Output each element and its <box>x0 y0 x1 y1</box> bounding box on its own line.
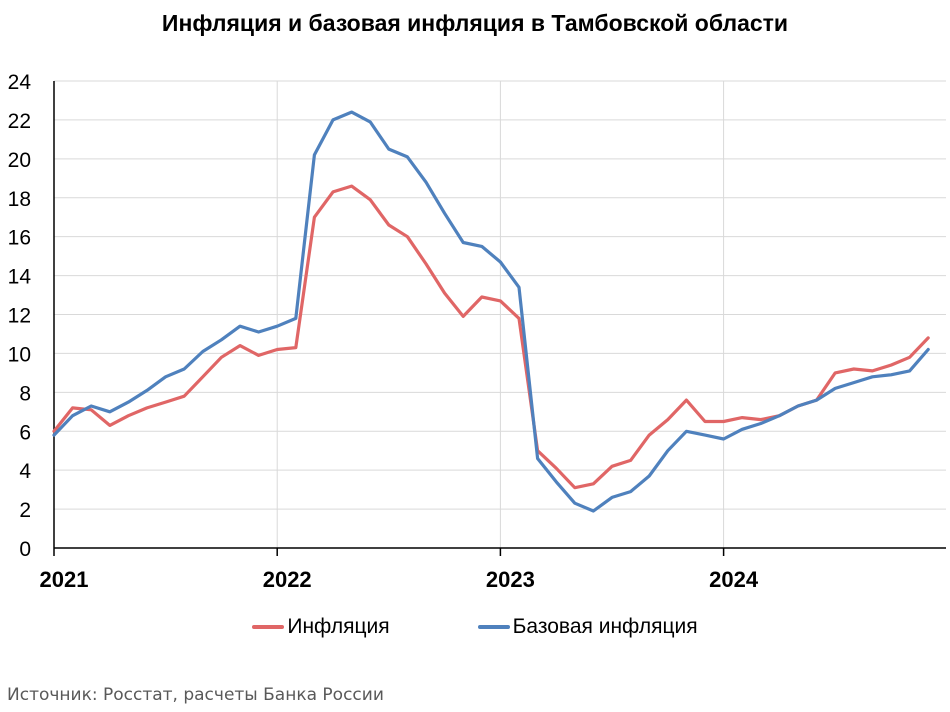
axes <box>53 81 946 549</box>
y-tick-label: 22 <box>8 110 31 133</box>
y-tick-label: 4 <box>19 460 31 483</box>
y-tick-label: 24 <box>8 71 32 94</box>
y-tick-label: 6 <box>19 421 31 444</box>
x-tick-label: 2023 <box>486 567 535 592</box>
x-tick-label: 2021 <box>40 567 89 592</box>
x-tick-label: 2024 <box>709 567 759 592</box>
legend-label-inflation: Инфляция <box>287 615 390 638</box>
y-tick-label: 16 <box>8 227 31 250</box>
y-tick-label: 0 <box>19 538 31 561</box>
legend-swatch-core-inflation <box>477 625 510 629</box>
y-tick-label: 12 <box>8 305 31 328</box>
legend: Инфляция Базовая инфляция <box>0 615 950 639</box>
y-tick-label: 18 <box>8 188 31 211</box>
source-note: Источник: Росстат, расчеты Банка России <box>7 685 384 705</box>
legend-swatch-inflation <box>252 625 285 629</box>
legend-label-core-inflation: Базовая инфляция <box>512 615 698 638</box>
y-tick-label: 8 <box>19 382 31 405</box>
legend-item-inflation: Инфляция <box>252 615 390 639</box>
series-lines <box>52 110 930 513</box>
x-axis-tick-labels: 2021 2022 2023 2024 <box>40 567 759 592</box>
series-line-0 <box>52 184 930 490</box>
y-tick-label: 20 <box>8 149 31 172</box>
y-tick-label: 14 <box>8 266 32 289</box>
chart-title: Инфляция и базовая инфляция в Тамбовской… <box>161 10 789 36</box>
grid-lines <box>53 80 946 556</box>
x-tick-label: 2022 <box>263 567 312 592</box>
series-line-1 <box>52 110 930 513</box>
y-tick-label: 2 <box>19 499 31 522</box>
legend-item-core-inflation: Базовая инфляция <box>477 615 698 639</box>
y-tick-label: 10 <box>8 343 31 366</box>
